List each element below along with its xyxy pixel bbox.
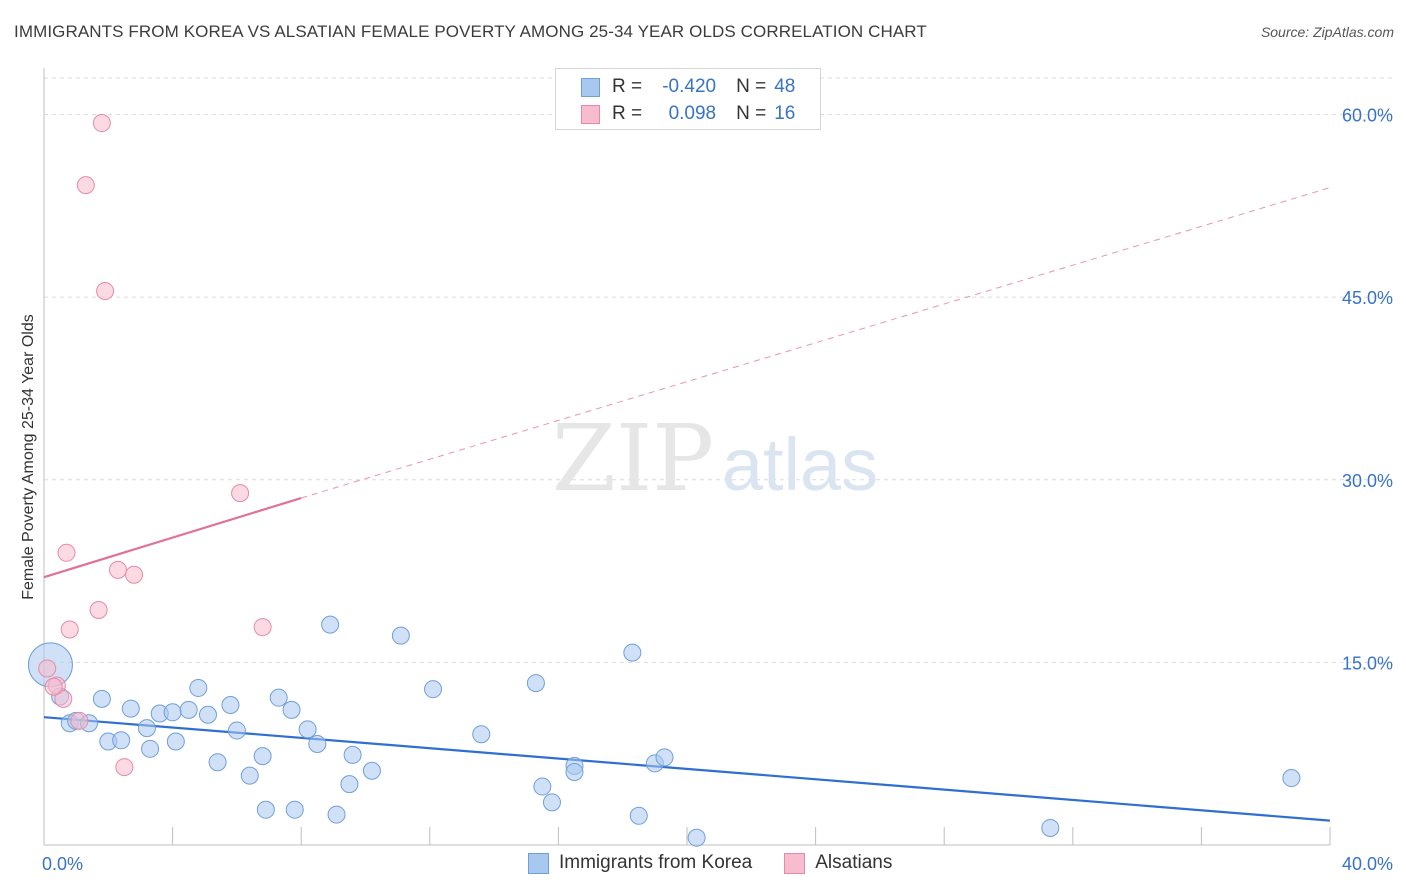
alsatians-point [54, 689, 73, 708]
points-layer [27, 114, 1301, 847]
y-tick-label: 60.0% [1342, 106, 1393, 126]
alsatians-point [115, 758, 134, 777]
y-tick-label: 45.0% [1342, 288, 1393, 308]
alsatians-point [253, 618, 272, 637]
korea-point [655, 748, 674, 767]
axis-layer [43, 68, 1331, 846]
korea-point [227, 721, 246, 740]
trend-line-extension [301, 187, 1331, 499]
alsatians-point [57, 543, 76, 562]
legend-swatch-alsatians [581, 104, 600, 124]
alsatians-point [70, 711, 89, 730]
trend-line-alsatians [43, 496, 302, 579]
series-legend-item-korea[interactable]: Immigrants from Korea [528, 852, 752, 874]
alsatians-point [76, 176, 95, 195]
alsatians-point [60, 620, 79, 639]
alsatians-point [92, 114, 111, 133]
correlation-legend: R = -0.420 N = 48 R = 0.098 N = 16 [555, 68, 821, 130]
y-tick-label: 15.0% [1342, 653, 1393, 673]
watermark-atlas: atlas [722, 423, 878, 506]
alsatians-point [108, 560, 127, 579]
korea-point [526, 674, 545, 693]
korea-point [269, 688, 288, 707]
legend-n-value: 48 [774, 76, 796, 97]
y-tick-label: 30.0% [1342, 471, 1393, 491]
trend-line-korea [43, 716, 1331, 822]
legend-r-value: 0.098 [668, 103, 717, 124]
chart-title: IMMIGRANTS FROM KOREA VS ALSATIAN FEMALE… [14, 22, 927, 41]
korea-point [189, 678, 208, 697]
series-legend: Immigrants from Korea Alsatians [528, 852, 924, 874]
legend-r-value: -0.420 [662, 76, 717, 97]
x-tick-label: 0.0% [42, 854, 83, 874]
korea-point [141, 739, 160, 758]
series-label-korea: Immigrants from Korea [559, 852, 753, 873]
legend-r-label: R = [612, 76, 643, 97]
korea-point [208, 753, 227, 772]
korea-point [687, 828, 706, 847]
series-swatch-korea [528, 852, 549, 874]
legend-r-label: R = [612, 103, 643, 124]
korea-point [340, 775, 359, 794]
tick-label-layer: 15.0% 30.0% 45.0% 60.0% 0.0% 40.0% [42, 106, 1393, 874]
korea-point [542, 793, 561, 812]
korea-point [256, 800, 275, 819]
legend-swatch-korea [581, 77, 600, 97]
korea-point [121, 699, 140, 718]
korea-point [112, 731, 131, 750]
legend-n-label: N = [736, 76, 767, 97]
watermark: ZIP atlas [552, 405, 878, 512]
alsatians-point [89, 601, 108, 620]
alsatians-point [231, 484, 250, 503]
korea-point [629, 806, 648, 825]
korea-point [285, 800, 304, 819]
korea-point [1041, 818, 1060, 837]
korea-point [321, 615, 340, 634]
korea-point [362, 761, 381, 780]
series-swatch-alsatians [784, 852, 806, 874]
korea-point [1282, 769, 1301, 788]
korea-point [343, 745, 362, 764]
korea-point [623, 643, 642, 662]
korea-point [327, 805, 346, 824]
alsatians-point [125, 565, 144, 584]
korea-point [424, 680, 443, 699]
korea-point [198, 705, 217, 724]
korea-point [472, 725, 491, 744]
series-legend-item-alsatians[interactable]: Alsatians [784, 852, 892, 874]
legend-row-korea: R = -0.420 N = 48 [581, 76, 795, 98]
legend-n-value: 16 [774, 103, 796, 124]
korea-point [163, 703, 182, 722]
legend-n-label: N = [736, 103, 767, 124]
korea-point [533, 777, 552, 796]
watermark-zip: ZIP [552, 405, 714, 512]
korea-point [391, 626, 410, 645]
korea-point [240, 766, 259, 785]
series-label-alsatians: Alsatians [815, 852, 893, 873]
korea-point [137, 719, 156, 738]
korea-point [179, 700, 198, 719]
korea-point [565, 762, 584, 781]
korea-point [253, 747, 272, 766]
korea-point [298, 720, 317, 739]
x-tick-label: 40.0% [1342, 854, 1393, 874]
legend-row-alsatians: R = 0.098 N = 16 [581, 103, 795, 125]
korea-point [282, 700, 301, 719]
korea-point [166, 732, 185, 751]
korea-point [221, 695, 240, 714]
grid-layer [44, 77, 1392, 663]
korea-point [92, 689, 111, 708]
source-label: Source: ZipAtlas.com [1260, 24, 1394, 40]
alsatians-point [96, 282, 115, 301]
korea-point [308, 734, 327, 753]
trend-layer [43, 187, 1331, 822]
alsatians-point [44, 677, 63, 696]
alsatians-point [38, 659, 57, 678]
